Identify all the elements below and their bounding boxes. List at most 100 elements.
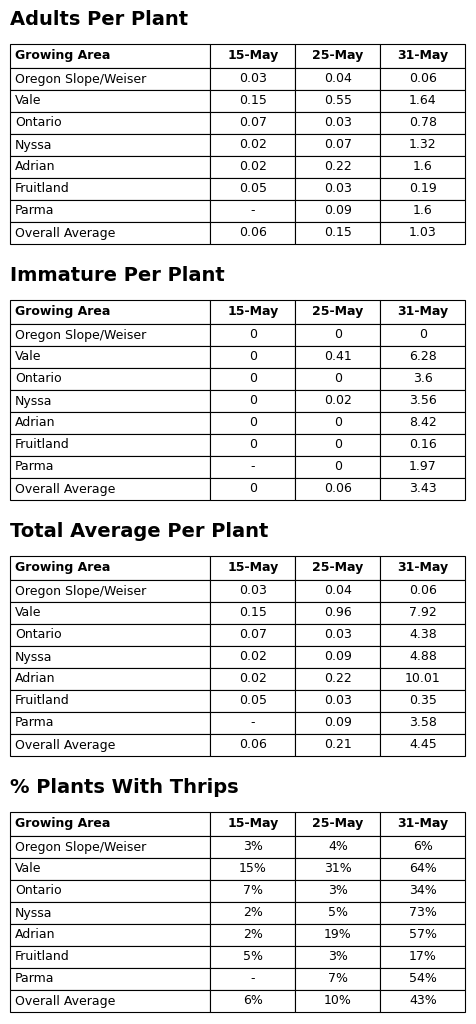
Text: Overall Average: Overall Average [15,994,115,1008]
Text: 15%: 15% [238,862,266,876]
Text: 0.06: 0.06 [238,226,266,240]
Bar [210,880,295,902]
Bar [10,200,210,222]
Text: 1.6: 1.6 [412,205,432,217]
Bar [295,44,379,68]
Bar [210,112,295,134]
Text: Oregon Slope/Weiser: Oregon Slope/Weiser [15,585,146,597]
Text: 0.02: 0.02 [238,673,266,685]
Text: 7.92: 7.92 [408,606,436,620]
Text: 0: 0 [333,438,341,452]
Text: 0.22: 0.22 [323,673,351,685]
Text: Fruitland: Fruitland [15,182,69,196]
Bar [10,924,210,946]
Text: 0.06: 0.06 [408,73,436,85]
Text: Parma: Parma [15,973,54,985]
Text: 0.03: 0.03 [238,73,266,85]
Bar [210,836,295,858]
Bar [10,602,210,624]
Text: 0.22: 0.22 [323,161,351,173]
Bar [379,324,465,346]
Text: 10.01: 10.01 [404,673,440,685]
Text: Growing Area: Growing Area [15,561,110,574]
Bar [295,222,379,244]
Text: Vale: Vale [15,350,41,364]
Text: 0.03: 0.03 [238,585,266,597]
Text: 7%: 7% [327,973,347,985]
Text: Immature Per Plant: Immature Per Plant [10,266,224,285]
Text: 6.28: 6.28 [408,350,436,364]
Bar [295,734,379,756]
Bar [10,858,210,880]
Text: Fruitland: Fruitland [15,438,69,452]
Bar [10,368,210,390]
Text: 0.06: 0.06 [323,482,351,496]
Text: 0.09: 0.09 [323,650,351,664]
Bar [10,112,210,134]
Bar [379,880,465,902]
Bar [210,712,295,734]
Text: 0.06: 0.06 [408,585,436,597]
Bar [210,412,295,434]
Text: 0.15: 0.15 [238,94,266,108]
Text: Overall Average: Overall Average [15,226,115,240]
Bar [379,668,465,690]
Bar [210,690,295,712]
Text: 15-May: 15-May [227,305,278,318]
Text: 0.09: 0.09 [323,717,351,729]
Text: 0.02: 0.02 [238,650,266,664]
Text: 1.97: 1.97 [408,461,436,473]
Bar [210,858,295,880]
Text: Oregon Slope/Weiser: Oregon Slope/Weiser [15,73,146,85]
Text: % Plants With Thrips: % Plants With Thrips [10,778,238,797]
Bar [295,880,379,902]
Bar [379,968,465,990]
Bar [10,44,210,68]
Text: 57%: 57% [408,929,436,941]
Text: 0.07: 0.07 [238,629,266,641]
Bar [210,624,295,646]
Bar [10,178,210,200]
Text: 25-May: 25-May [312,561,363,574]
Bar [210,300,295,324]
Bar [10,134,210,156]
Bar [379,368,465,390]
Bar [10,668,210,690]
Bar [379,812,465,836]
Text: 7%: 7% [242,885,262,897]
Text: 0: 0 [333,329,341,341]
Bar [379,478,465,500]
Bar [10,690,210,712]
Bar [210,812,295,836]
Text: Oregon Slope/Weiser: Oregon Slope/Weiser [15,329,146,341]
Bar [379,734,465,756]
Bar [10,712,210,734]
Text: 0.16: 0.16 [408,438,436,452]
Text: 1.32: 1.32 [408,138,436,152]
Text: Growing Area: Growing Area [15,817,110,830]
Bar [210,946,295,968]
Text: Adrian: Adrian [15,673,55,685]
Bar [295,434,379,456]
Bar [10,346,210,368]
Text: 0: 0 [333,417,341,429]
Text: 0.15: 0.15 [323,226,351,240]
Text: 5%: 5% [327,906,347,920]
Bar [295,968,379,990]
Text: 31-May: 31-May [397,561,447,574]
Bar [295,858,379,880]
Bar [10,300,210,324]
Bar [10,836,210,858]
Bar [379,434,465,456]
Text: 4.38: 4.38 [408,629,436,641]
Text: 0: 0 [248,417,256,429]
Text: 73%: 73% [408,906,436,920]
Text: Parma: Parma [15,461,54,473]
Text: 17%: 17% [408,950,436,964]
Bar [295,556,379,580]
Bar [10,734,210,756]
Text: 0: 0 [333,373,341,385]
Text: Oregon Slope/Weiser: Oregon Slope/Weiser [15,841,146,853]
Bar [295,902,379,924]
Bar [210,346,295,368]
